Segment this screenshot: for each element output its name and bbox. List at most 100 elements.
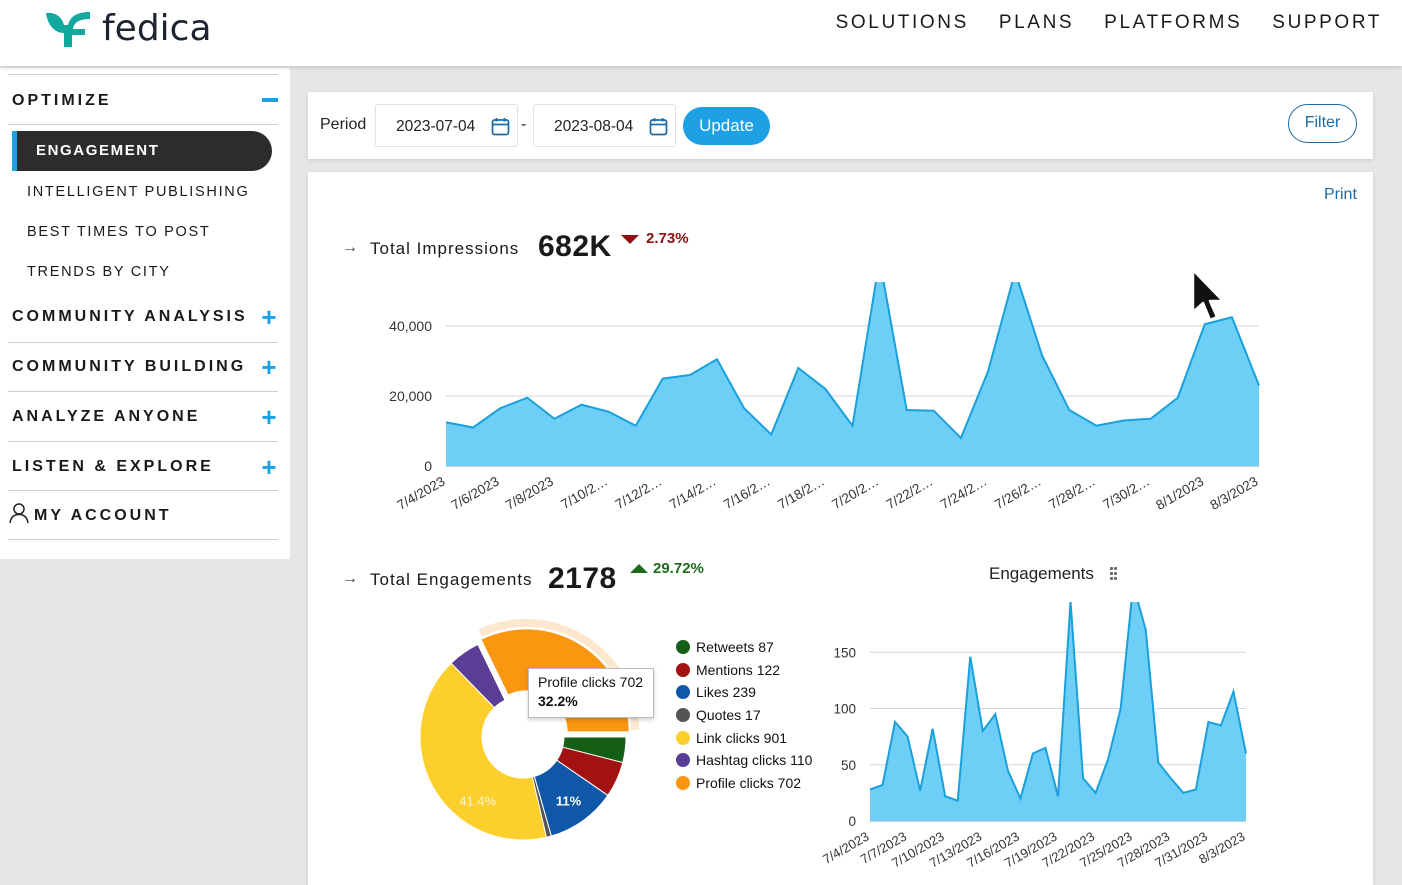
impressions-value: 682K xyxy=(538,230,612,263)
nav-solutions[interactable]: SOLUTIONS xyxy=(835,12,969,33)
mouse-cursor-icon xyxy=(1191,268,1225,322)
x-tick-label: 8/3/2023 xyxy=(1207,474,1260,513)
divider xyxy=(8,74,278,75)
update-button[interactable]: Update xyxy=(683,107,770,145)
y-tick-label: 50 xyxy=(841,758,856,773)
legend-swatch xyxy=(676,640,690,655)
legend-label: Link clicks 901 xyxy=(696,729,788,746)
engagements-change: 29.72% xyxy=(653,560,704,577)
legend-label: Profile clicks 702 xyxy=(696,774,802,791)
sidebar: OPTIMIZE ENGAGEMENT INTELLIGENT PUBLISHI… xyxy=(0,68,290,559)
start-date-value: 2023-07-04 xyxy=(396,118,476,135)
x-tick-label: 7/28/2… xyxy=(1046,474,1098,513)
sidebar-item-intelligent-publishing[interactable]: INTELLIGENT PUBLISHING xyxy=(27,184,250,200)
trend-down-icon xyxy=(621,235,639,244)
sidebar-my-account[interactable]: MY ACCOUNT xyxy=(34,507,172,524)
fedica-logo[interactable]: fedica xyxy=(42,8,212,49)
top-header: fedica SOLUTIONS PLANS PLATFORMS SUPPORT xyxy=(0,0,1402,66)
legend-item[interactable]: Mentions 122 xyxy=(676,659,812,682)
legend-swatch xyxy=(676,730,690,745)
legend-item[interactable]: Quotes 17 xyxy=(676,704,812,727)
y-tick-label: 200 xyxy=(833,602,856,604)
area-fill xyxy=(870,602,1246,821)
tooltip-percent: 32.2% xyxy=(538,693,578,709)
print-link[interactable]: Print xyxy=(1324,186,1357,203)
sidebar-item-best-times[interactable]: BEST TIMES TO POST xyxy=(27,224,211,240)
x-tick-label: 7/26/2… xyxy=(992,474,1044,513)
x-tick-label: 7/18/2… xyxy=(775,474,827,513)
chart-tooltip: Profile clicks 702 32.2% xyxy=(528,668,654,718)
calendar-icon[interactable] xyxy=(649,117,668,136)
engagements-chart: 0501001502007/4/20237/7/20237/10/20237/1… xyxy=(820,602,1248,871)
sidebar-section-analyze-anyone[interactable]: ANALYZE ANYONE xyxy=(12,408,201,425)
legend-label: Retweets 87 xyxy=(696,639,774,656)
impressions-label: Total Impressions xyxy=(370,239,520,258)
sidebar-item-engagement[interactable]: ENGAGEMENT xyxy=(12,131,272,171)
x-tick-label: 7/20/2… xyxy=(829,474,881,513)
x-tick-label: 7/12/2… xyxy=(613,474,665,513)
period-toolbar: Period 2023-07-04 - 2023-08-04 Update Fi… xyxy=(308,92,1373,159)
nav-platforms[interactable]: PLATFORMS xyxy=(1104,12,1243,33)
expand-plus-icon[interactable]: + xyxy=(261,302,277,332)
impressions-change: 2.73% xyxy=(646,230,689,247)
legend-label: Hashtag clicks 110 xyxy=(696,752,813,769)
x-tick-label: 8/1/2023 xyxy=(1153,474,1206,513)
divider xyxy=(8,124,278,125)
y-tick-label: 150 xyxy=(833,645,856,660)
engagements-chart-title: Engagements xyxy=(989,564,1094,583)
legend-swatch xyxy=(676,753,690,768)
end-date-value: 2023-08-04 xyxy=(554,118,634,135)
slice-label: 41.4% xyxy=(459,793,496,808)
pie-slice xyxy=(419,662,548,841)
analytics-panel: Print → Total Impressions 682K 2.73% 0 20… xyxy=(308,172,1373,885)
legend-item[interactable]: Profile clicks 702 xyxy=(676,772,812,795)
legend-item[interactable]: Retweets 87 xyxy=(676,636,812,659)
nav-support[interactable]: SUPPORT xyxy=(1272,12,1382,33)
slice-label: 11% xyxy=(556,793,582,808)
tooltip-label: Profile clicks 702 xyxy=(538,674,644,690)
divider xyxy=(8,539,278,540)
y-tick-label: 20,000 xyxy=(389,388,432,404)
y-tick-label: 40,000 xyxy=(389,318,432,334)
legend-item[interactable]: Link clicks 901 xyxy=(676,726,812,749)
donut-legend: Retweets 87 Mentions 122 Likes 239 Quotes 1… xyxy=(676,636,812,794)
expand-plus-icon[interactable]: + xyxy=(261,352,277,382)
x-tick-label: 7/22/2… xyxy=(884,474,936,513)
x-tick-label: 7/24/2… xyxy=(938,474,990,513)
sidebar-item-trends-by-city[interactable]: TRENDS BY CITY xyxy=(27,264,171,280)
x-tick-label: 7/14/2… xyxy=(667,474,719,513)
sidebar-section-community-analysis[interactable]: COMMUNITY ANALYSIS xyxy=(12,308,248,325)
y-tick-label: 100 xyxy=(833,702,856,717)
logo-mark-icon xyxy=(46,11,90,47)
divider xyxy=(8,490,278,491)
legend-label: Quotes 17 xyxy=(696,707,761,724)
nav-plans[interactable]: PLANS xyxy=(998,12,1075,33)
x-tick-label: 7/30/2… xyxy=(1100,474,1152,513)
sidebar-section-optimize[interactable]: OPTIMIZE xyxy=(12,92,112,109)
user-icon xyxy=(9,503,29,524)
x-tick-label: 7/10/2… xyxy=(558,474,610,513)
expand-plus-icon[interactable]: + xyxy=(261,402,277,432)
x-tick-label: 7/16/2… xyxy=(721,474,773,513)
engagements-donut-chart: 11% 41.4% xyxy=(419,618,640,841)
sidebar-section-listen-explore[interactable]: LISTEN & EXPLORE xyxy=(12,458,214,475)
y-tick-label: 0 xyxy=(848,814,856,829)
legend-label: Mentions 122 xyxy=(696,661,781,678)
legend-item[interactable]: Likes 239 xyxy=(676,681,812,704)
legend-swatch xyxy=(676,662,690,677)
calendar-icon[interactable] xyxy=(491,117,510,136)
legend-item[interactable]: Hashtag clicks 110 xyxy=(676,749,812,772)
legend-swatch xyxy=(676,708,690,723)
filter-button[interactable]: Filter xyxy=(1288,104,1357,143)
main-nav: SOLUTIONS PLANS PLATFORMS SUPPORT xyxy=(836,12,1382,34)
chart-menu-icon[interactable] xyxy=(1110,567,1117,581)
engagements-value: 2178 xyxy=(548,562,617,595)
end-date-input[interactable]: 2023-08-04 xyxy=(533,104,676,147)
x-tick-label: 7/8/2023 xyxy=(503,474,556,513)
sidebar-section-community-building[interactable]: COMMUNITY BUILDING xyxy=(12,358,247,375)
divider xyxy=(8,391,278,392)
start-date-input[interactable]: 2023-07-04 xyxy=(375,104,518,147)
expand-plus-icon[interactable]: + xyxy=(261,452,277,482)
collapse-icon[interactable] xyxy=(262,98,278,102)
